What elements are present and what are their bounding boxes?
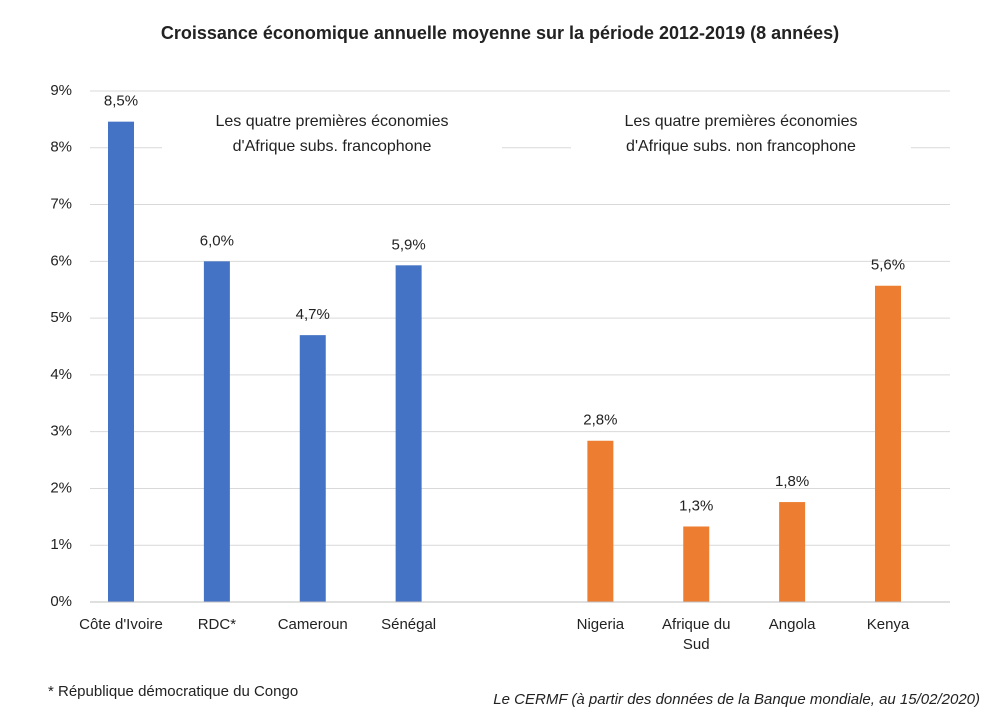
x-tick-label: Nigeria (576, 616, 625, 633)
data-label: 8,5% (104, 93, 138, 110)
x-tick-label: Sénégal (381, 616, 437, 633)
bar (395, 265, 422, 602)
y-tick-label: 0% (50, 593, 72, 610)
y-tick-label: 3% (50, 423, 72, 440)
x-tick-label: Côte d'Ivoire (79, 616, 163, 633)
x-tick-label: Angola (768, 616, 816, 633)
y-tick-label: 8% (50, 139, 72, 156)
y-tick-label: 2% (50, 479, 72, 496)
y-tick-label: 5% (50, 309, 72, 326)
group-annotation: Les quatre premières économies (624, 113, 857, 130)
y-tick-label: 4% (50, 366, 72, 383)
y-tick-label: 9% (50, 82, 72, 99)
group-annotation: Les quatre premières économies (215, 113, 448, 130)
bar (779, 502, 806, 602)
bar (203, 261, 230, 602)
data-label: 1,8% (775, 473, 809, 490)
data-label: 1,3% (679, 497, 713, 514)
annotation-background (571, 108, 911, 160)
source: Le CERMF (à partir des données de la Ban… (493, 691, 980, 708)
x-tick-label: Cameroun (277, 616, 348, 633)
bar (683, 526, 710, 602)
annotation-background (162, 108, 502, 160)
bar (108, 121, 134, 602)
data-label: 4,7% (296, 306, 330, 323)
y-tick-label: 7% (50, 196, 72, 213)
footnote: * République démocratique du Congo (48, 683, 298, 700)
group-annotation: d'Afrique subs. francophone (233, 138, 432, 155)
x-tick-label: Kenya (866, 616, 910, 633)
y-tick-label: 1% (50, 536, 72, 553)
bar (875, 285, 901, 602)
chart-title: Croissance économique annuelle moyenne s… (161, 23, 839, 43)
data-label: 5,9% (392, 236, 426, 253)
x-tick-label: RDC* (197, 616, 237, 633)
data-label: 6,0% (200, 232, 234, 249)
x-tick-label: Afrique du Sud (662, 616, 731, 653)
bar (299, 335, 326, 602)
bar (587, 440, 614, 602)
data-label: 2,8% (583, 412, 617, 429)
y-tick-label: 6% (50, 252, 72, 269)
data-label: 5,6% (871, 257, 905, 274)
group-annotation: d'Afrique subs. non francophone (626, 138, 856, 155)
